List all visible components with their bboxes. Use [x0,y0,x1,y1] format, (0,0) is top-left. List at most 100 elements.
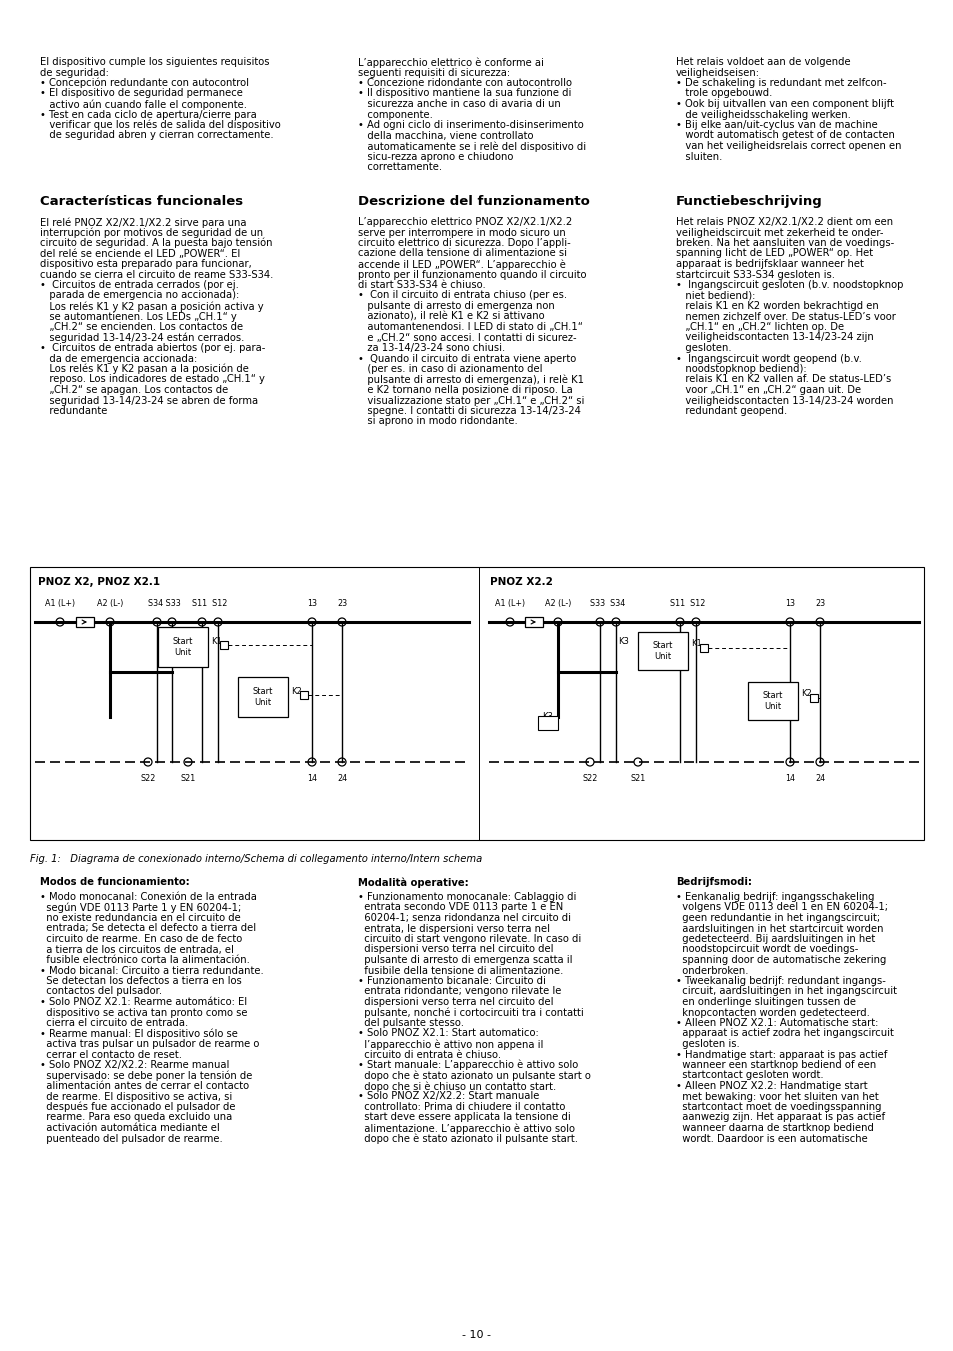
Text: circuito di entrata è chiuso.: circuito di entrata è chiuso. [357,1050,500,1059]
Text: • De schakeling is redundant met zelfcon-: • De schakeling is redundant met zelfcon… [676,78,885,88]
Text: Functiebeschrijving: Functiebeschrijving [676,195,821,208]
Text: 14: 14 [784,774,794,784]
Text: S11  S12: S11 S12 [193,598,228,608]
Text: S22: S22 [581,774,598,784]
Bar [747,682,797,720]
Text: „CH.2“ se encienden. Los contactos de: „CH.2“ se encienden. Los contactos de [40,322,243,332]
Text: interrupción por motivos de seguridad de un: interrupción por motivos de seguridad de… [40,227,263,238]
Text: •  Con il circuito di entrata chiuso (per es.: • Con il circuito di entrata chiuso (per… [357,290,566,300]
Text: A1 (L+): A1 (L+) [495,598,524,608]
Text: entrata, le dispersioni verso terra nel: entrata, le dispersioni verso terra nel [357,924,550,934]
Text: alimentazione. L’apparecchio è attivo solo: alimentazione. L’apparecchio è attivo so… [357,1123,575,1133]
Text: •  Ingangscircuit gesloten (b.v. noodstopknop: • Ingangscircuit gesloten (b.v. noodstop… [676,280,902,290]
Text: • Il dispositivo mantiene la sua funzione di: • Il dispositivo mantiene la sua funzion… [357,89,571,99]
Bar [299,690,308,698]
Text: apparaat is actief zodra het ingangscircuit: apparaat is actief zodra het ingangscirc… [676,1028,893,1039]
Text: Características funcionales: Características funcionales [40,195,243,208]
Text: • Rearme manual: El dispositivo sólo se: • Rearme manual: El dispositivo sólo se [40,1028,237,1039]
Text: PNOZ X2, PNOZ X2.1: PNOZ X2, PNOZ X2.1 [38,577,160,586]
Text: Modalità operative:: Modalità operative: [357,877,468,888]
Text: 24: 24 [814,774,824,784]
Text: • Solo PNOZ X2/X2.2: Start manuale: • Solo PNOZ X2/X2.2: Start manuale [357,1092,538,1101]
Text: dispositivo esta preparado para funcionar,: dispositivo esta preparado para funciona… [40,259,252,269]
Text: L’apparecchio elettrico PNOZ X2/X2.1/X2.2: L’apparecchio elettrico PNOZ X2/X2.1/X2.… [357,218,572,227]
Bar [237,677,288,717]
Text: dispositivo se activa tan pronto como se: dispositivo se activa tan pronto como se [40,1008,247,1017]
Text: apparaat is bedrijfsklaar wanneer het: apparaat is bedrijfsklaar wanneer het [676,259,863,269]
Text: verificar que los relés de salida del dispositivo: verificar que los relés de salida del di… [40,120,280,131]
Text: de veiligheidsschakeling werken.: de veiligheidsschakeling werken. [676,109,850,119]
Text: spanning door de automatische zekering: spanning door de automatische zekering [676,955,885,965]
Text: S22: S22 [140,774,155,784]
Text: start deve essere applicata la tensione di: start deve essere applicata la tensione … [357,1112,570,1123]
Text: • Funzionamento monocanale: Cablaggio di: • Funzionamento monocanale: Cablaggio di [357,892,576,902]
Text: fusible electrónico corta la alimentación.: fusible electrónico corta la alimentació… [40,955,250,965]
Text: serve per interrompere in modo sicuro un: serve per interrompere in modo sicuro un [357,227,565,238]
Text: Start
Unit: Start Unit [172,638,193,657]
Text: Bedrijfsmodi:: Bedrijfsmodi: [676,877,751,888]
Text: aardsluitingen in het startcircuit worden: aardsluitingen in het startcircuit worde… [676,924,882,934]
Bar [76,617,94,627]
Text: K2: K2 [291,686,301,696]
Text: circuito di start vengono rilevate. In caso di: circuito di start vengono rilevate. In c… [357,934,580,944]
Text: • El dispositivo de seguridad permanece: • El dispositivo de seguridad permanece [40,89,243,99]
Text: redundante: redundante [40,407,108,416]
Text: noodstopcircuit wordt de voedings-: noodstopcircuit wordt de voedings- [676,944,858,955]
Text: „CH.2“ se apagan. Los contactos de: „CH.2“ se apagan. Los contactos de [40,385,228,394]
Text: • Eenkanalig bedrijf: ingangsschakeling: • Eenkanalig bedrijf: ingangsschakeling [676,892,874,902]
Text: startcircuit S33-S34 gesloten is.: startcircuit S33-S34 gesloten is. [676,269,834,280]
Text: • Modo bicanal: Circuito a tierra redundante.: • Modo bicanal: Circuito a tierra redund… [40,966,263,975]
Text: pulsante, nonché i cortocircuiti tra i contatti: pulsante, nonché i cortocircuiti tra i c… [357,1008,583,1019]
Text: • Funzionamento bicanale: Circuito di: • Funzionamento bicanale: Circuito di [357,975,545,986]
Text: controllato: Prima di chiudere il contatto: controllato: Prima di chiudere il contat… [357,1102,565,1112]
Text: activación automática mediante el: activación automática mediante el [40,1123,219,1133]
Text: Descrizione del funzionamento: Descrizione del funzionamento [357,195,589,208]
Text: za 13-14/23-24 sono chiusi.: za 13-14/23-24 sono chiusi. [357,343,505,353]
Text: accende il LED „POWER“. L’apparecchio è: accende il LED „POWER“. L’apparecchio è [357,259,565,269]
Text: del relé se enciende el LED „POWER“. El: del relé se enciende el LED „POWER“. El [40,249,240,258]
Text: • Modo monocanal: Conexión de la entrada: • Modo monocanal: Conexión de la entrada [40,892,256,902]
Text: • Ook bij uitvallen van een component blijft: • Ook bij uitvallen van een component bl… [676,99,893,109]
Text: activo aún cuando falle el componente.: activo aún cuando falle el componente. [40,99,247,109]
Text: • Solo PNOZ X2.1: Rearme automático: El: • Solo PNOZ X2.1: Rearme automático: El [40,997,247,1006]
Text: voor „CH.1“ en „CH.2“ gaan uit. De: voor „CH.1“ en „CH.2“ gaan uit. De [676,385,861,394]
Text: cazione della tensione di alimentazione si: cazione della tensione di alimentazione … [357,249,566,258]
Bar [524,617,542,627]
Text: wordt automatisch getest of de contacten: wordt automatisch getest of de contacten [676,131,894,141]
Text: •  Quando il circuito di entrata viene aperto: • Quando il circuito di entrata viene ap… [357,354,576,363]
Text: „CH.1“ en „CH.2“ lichten op. De: „CH.1“ en „CH.2“ lichten op. De [676,322,843,332]
Text: veiligheidscircuit met zekerheid te onder-: veiligheidscircuit met zekerheid te onde… [676,227,882,238]
Text: rearme. Para eso queda excluido una: rearme. Para eso queda excluido una [40,1112,232,1123]
Text: Los relés K1 y K2 pasan a posición activa y: Los relés K1 y K2 pasan a posición activ… [40,301,263,312]
Text: seguenti requisiti di sicurezza:: seguenti requisiti di sicurezza: [357,68,510,77]
Text: entrata ridondante; vengono rilevate le: entrata ridondante; vengono rilevate le [357,986,560,997]
Text: seguridad 13-14/23-24 se abren de forma: seguridad 13-14/23-24 se abren de forma [40,396,258,405]
Text: relais K1 en K2 vallen af. De status-LED’s: relais K1 en K2 vallen af. De status-LED… [676,374,890,385]
Text: • Ad ogni ciclo di inserimento-disinserimento: • Ad ogni ciclo di inserimento-disinseri… [357,120,583,130]
Text: K2: K2 [801,689,811,698]
Text: •  Ingangscircuit wordt geopend (b.v.: • Ingangscircuit wordt geopend (b.v. [676,354,861,363]
Text: azionato), il relè K1 e K2 si attivano: azionato), il relè K1 e K2 si attivano [357,312,544,322]
Text: dopo che si è chiuso un contatto start.: dopo che si è chiuso un contatto start. [357,1081,556,1092]
Text: S21: S21 [180,774,195,784]
Text: A2 (L-): A2 (L-) [96,598,123,608]
Text: S21: S21 [630,774,645,784]
Text: de seguridad:: de seguridad: [40,68,109,77]
Text: 13: 13 [307,598,316,608]
Text: sluiten.: sluiten. [676,151,721,162]
Text: puenteado del pulsador de rearme.: puenteado del pulsador de rearme. [40,1133,222,1143]
Text: según VDE 0113 Parte 1 y EN 60204-1;: según VDE 0113 Parte 1 y EN 60204-1; [40,902,241,913]
Text: automaticamente se i relè del dispositivo di: automaticamente se i relè del dispositiv… [357,141,585,151]
Text: pulsante di arresto di emergenza scatta il: pulsante di arresto di emergenza scatta … [357,955,572,965]
Text: de seguridad abren y cierran correctamente.: de seguridad abren y cierran correctamen… [40,131,274,141]
Text: cierra el circuito de entrada.: cierra el circuito de entrada. [40,1019,188,1028]
Text: si aprono in modo ridondante.: si aprono in modo ridondante. [357,416,517,427]
Text: K3: K3 [618,638,628,646]
Text: wanneer een startknop bediend of een: wanneer een startknop bediend of een [676,1061,876,1070]
Text: sicurezza anche in caso di avaria di un: sicurezza anche in caso di avaria di un [357,99,560,109]
Text: •  Circuitos de entrada abiertos (por ej. para-: • Circuitos de entrada abiertos (por ej.… [40,343,265,353]
Text: fusibile della tensione di alimentazione.: fusibile della tensione di alimentazione… [357,966,563,975]
Text: K3: K3 [542,712,553,721]
Text: 14: 14 [307,774,316,784]
Text: • Tweekanalig bedrijf: redundant ingangs-: • Tweekanalig bedrijf: redundant ingangs… [676,975,885,986]
